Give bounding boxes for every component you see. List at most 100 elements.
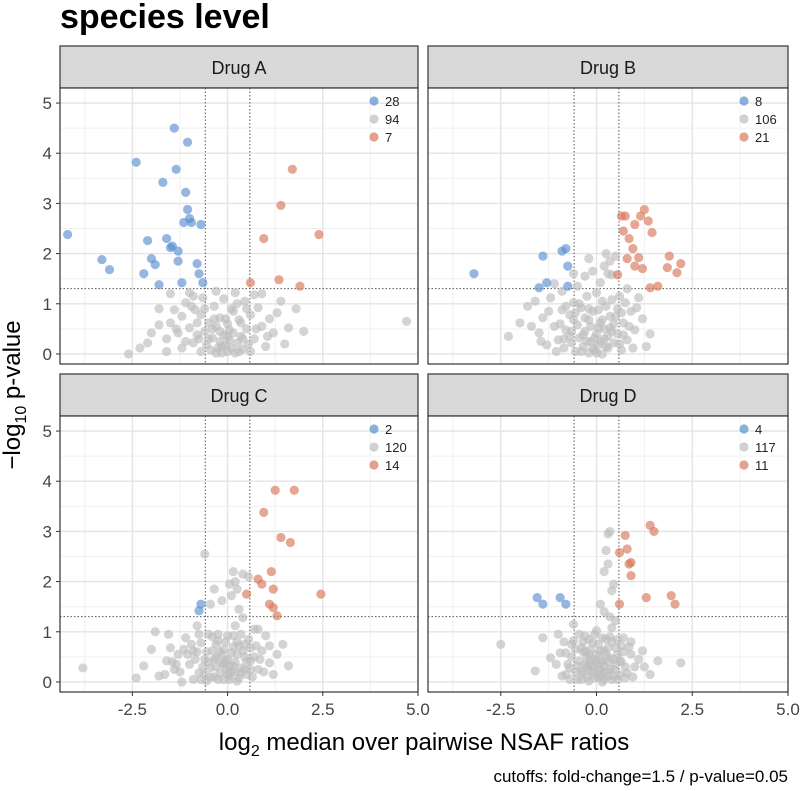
legend-count-down: 8: [755, 94, 762, 109]
point-ns: [568, 269, 579, 279]
point-up: [634, 253, 644, 263]
point-up: [670, 599, 680, 609]
y-tick-label: 2: [43, 245, 52, 264]
point-ns: [544, 306, 554, 316]
point-up: [662, 263, 672, 273]
point-ns: [607, 623, 617, 633]
point-down: [162, 233, 172, 244]
point-ns: [177, 311, 187, 321]
point-ns: [181, 336, 191, 347]
point-ns: [160, 669, 170, 680]
point-ns: [632, 303, 642, 313]
point-ns: [570, 308, 581, 318]
point-down: [182, 204, 193, 215]
panel-drug-b: Drug B 8 106 21: [427, 45, 789, 365]
point-ns: [211, 662, 221, 672]
point-ns: [221, 656, 231, 666]
point-down: [563, 281, 573, 291]
point-ns: [230, 621, 240, 631]
point-ns: [553, 629, 563, 639]
y-tick-label: 4: [43, 472, 52, 491]
point-ns: [559, 343, 569, 353]
point-ns: [217, 341, 227, 352]
point-ns: [624, 321, 634, 331]
y-tick-label: 1: [43, 623, 52, 642]
point-ns: [272, 308, 282, 318]
point-ns: [593, 662, 604, 672]
point-down: [538, 251, 548, 261]
legend-count-up: 14: [385, 458, 399, 473]
point-up: [295, 281, 305, 291]
point-ns: [634, 293, 644, 303]
point-ns: [194, 629, 204, 639]
point-down: [198, 278, 208, 288]
point-ns: [576, 666, 586, 676]
point-ns: [584, 304, 594, 314]
point-ns: [262, 331, 273, 341]
point-ns: [150, 627, 160, 637]
point-ns: [283, 323, 294, 333]
point-up: [285, 537, 296, 548]
point-ns: [203, 334, 214, 344]
strip-label-drug-d: Drug D: [579, 386, 636, 406]
point-down: [150, 260, 160, 270]
point-ns: [503, 331, 514, 341]
point-ns: [574, 299, 584, 309]
point-ns: [163, 629, 174, 639]
point-ns: [536, 336, 546, 347]
point-down: [181, 187, 191, 197]
point-ns: [530, 296, 540, 306]
point-ns: [567, 639, 577, 649]
point-down: [469, 269, 479, 279]
y-tick-label: 3: [43, 522, 52, 541]
point-ns: [534, 328, 544, 338]
point-ns: [595, 599, 605, 609]
point-ns: [165, 318, 176, 328]
legend-count-ns: 120: [385, 440, 407, 455]
point-ns: [232, 637, 242, 647]
point-ns: [154, 320, 164, 330]
point-ns: [165, 643, 176, 653]
point-ns: [584, 659, 594, 670]
point-ns: [622, 284, 632, 294]
point-ns: [171, 659, 181, 670]
panel-border-drug-d: [427, 415, 789, 693]
point-ns: [224, 579, 235, 589]
point-up: [628, 243, 638, 254]
strip-label-drug-b: Drug B: [580, 58, 636, 78]
point-ns: [626, 637, 636, 647]
point-ns: [555, 319, 565, 329]
point-ns: [154, 304, 164, 314]
point-ns: [221, 314, 231, 324]
point-up: [266, 566, 276, 577]
point-ns: [200, 549, 210, 559]
point-ns: [580, 271, 590, 281]
point-up: [245, 278, 256, 288]
point-up: [242, 589, 252, 599]
point-ns: [213, 629, 223, 639]
point-ns: [272, 649, 282, 659]
point-up: [676, 259, 686, 269]
point-ns: [234, 346, 244, 357]
point-ns: [192, 330, 202, 340]
point-ns: [251, 324, 261, 334]
point-down: [194, 269, 204, 279]
point-ns: [299, 326, 309, 336]
strip-drug-b: [427, 45, 789, 89]
point-ns: [576, 346, 586, 357]
point-ns: [601, 249, 611, 259]
strip-label-drug-c: Drug C: [210, 386, 267, 406]
point-down: [104, 265, 115, 275]
point-up: [612, 270, 623, 280]
x-axis-label-sub: 2: [251, 743, 260, 760]
point-ns: [184, 323, 195, 333]
point-ns: [605, 311, 615, 321]
point-ns: [146, 644, 157, 654]
point-ns: [190, 654, 200, 664]
point-ns: [614, 339, 625, 349]
point-ns: [202, 647, 212, 657]
point-down: [532, 593, 542, 603]
point-up: [624, 233, 634, 244]
point-ns: [582, 291, 592, 301]
strip-drug-d: [427, 373, 789, 417]
